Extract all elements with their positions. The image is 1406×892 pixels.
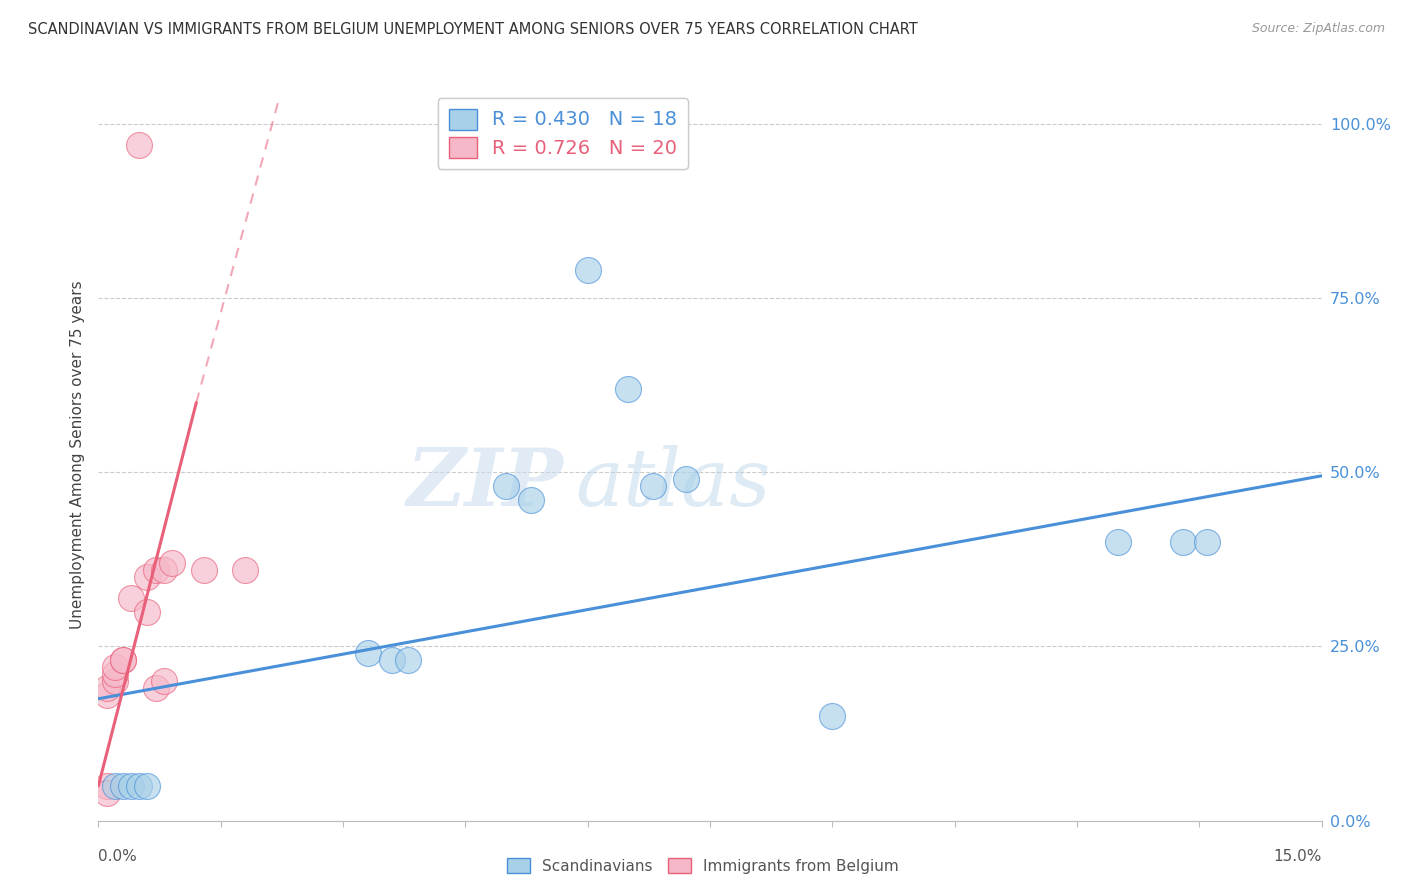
Text: Source: ZipAtlas.com: Source: ZipAtlas.com xyxy=(1251,22,1385,36)
Point xyxy=(519,493,541,508)
Point xyxy=(136,605,159,619)
Point xyxy=(193,563,215,577)
Text: ZIP: ZIP xyxy=(406,445,564,523)
Point xyxy=(160,556,183,570)
Point xyxy=(136,779,159,793)
Point xyxy=(641,479,664,493)
Point xyxy=(104,667,127,681)
Point xyxy=(96,786,118,800)
Text: atlas: atlas xyxy=(575,445,770,523)
Point xyxy=(120,779,142,793)
Point xyxy=(1171,535,1194,549)
Point xyxy=(96,681,118,696)
Point xyxy=(821,709,844,723)
Legend: R = 0.430   N = 18, R = 0.726   N = 20: R = 0.430 N = 18, R = 0.726 N = 20 xyxy=(437,98,688,169)
Point xyxy=(111,653,134,667)
Point xyxy=(104,779,127,793)
Point xyxy=(617,382,640,396)
Y-axis label: Unemployment Among Seniors over 75 years: Unemployment Among Seniors over 75 years xyxy=(69,281,84,629)
Point xyxy=(356,647,378,661)
Point xyxy=(675,472,697,486)
Legend: Scandinavians, Immigrants from Belgium: Scandinavians, Immigrants from Belgium xyxy=(501,852,905,880)
Point xyxy=(111,653,134,667)
Point xyxy=(576,263,599,277)
Point xyxy=(152,563,174,577)
Point xyxy=(104,660,127,674)
Point xyxy=(396,653,419,667)
Point xyxy=(495,479,517,493)
Point xyxy=(1107,535,1129,549)
Point xyxy=(128,779,150,793)
Text: 15.0%: 15.0% xyxy=(1274,848,1322,863)
Point xyxy=(152,674,174,689)
Point xyxy=(381,653,404,667)
Point xyxy=(145,563,167,577)
Point xyxy=(96,779,118,793)
Point xyxy=(128,137,150,152)
Point xyxy=(96,688,118,702)
Point xyxy=(136,570,159,584)
Text: SCANDINAVIAN VS IMMIGRANTS FROM BELGIUM UNEMPLOYMENT AMONG SENIORS OVER 75 YEARS: SCANDINAVIAN VS IMMIGRANTS FROM BELGIUM … xyxy=(28,22,918,37)
Point xyxy=(233,563,256,577)
Text: 0.0%: 0.0% xyxy=(98,848,138,863)
Point xyxy=(1197,535,1219,549)
Point xyxy=(111,779,134,793)
Point xyxy=(145,681,167,696)
Point xyxy=(104,674,127,689)
Point xyxy=(120,591,142,605)
